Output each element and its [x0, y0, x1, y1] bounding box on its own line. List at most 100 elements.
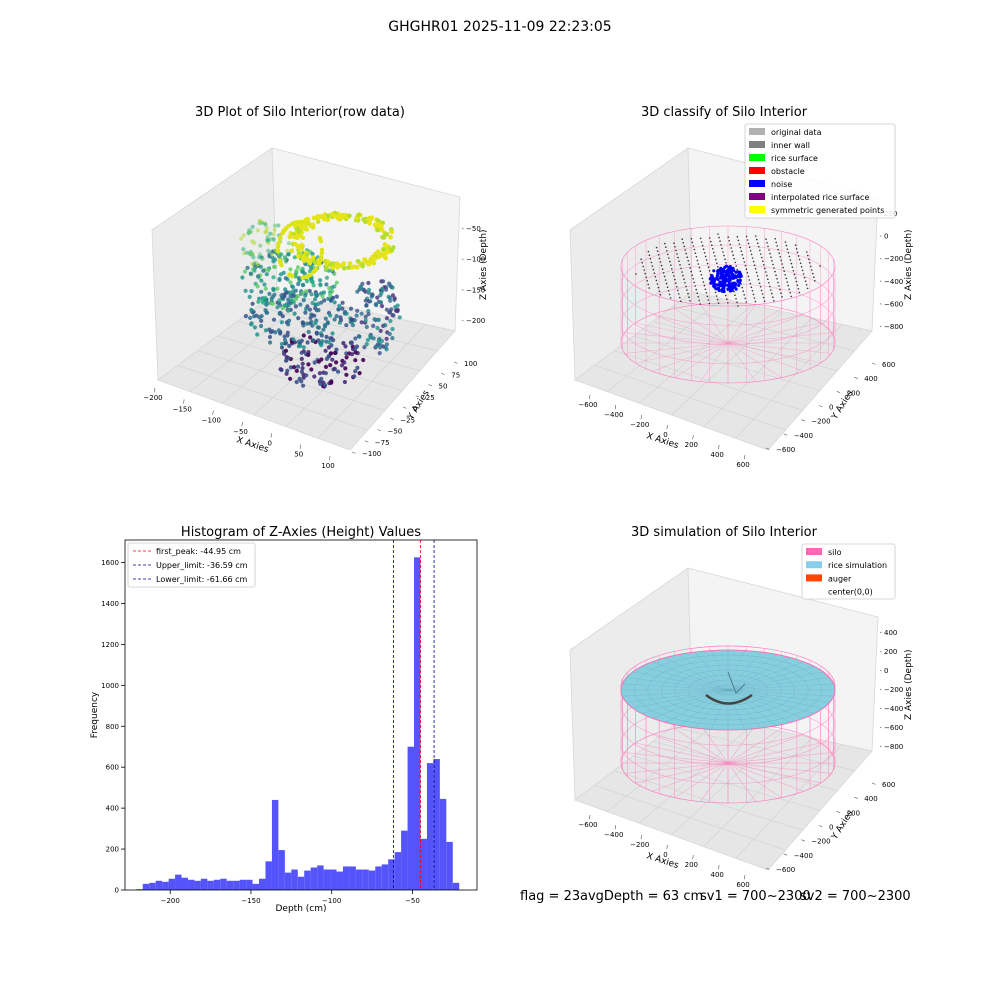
classify-silo-floor-spoke — [652, 342, 729, 372]
histogram-bar — [200, 878, 208, 890]
classify-grid-point — [793, 273, 796, 276]
classify-grid-point — [646, 280, 648, 282]
raw-z-tick-label: −150 — [466, 286, 485, 294]
raw-data-point — [300, 366, 305, 371]
classify-grid-point — [693, 248, 696, 251]
raw-data-point — [296, 344, 301, 349]
classify-grid-point — [790, 262, 793, 265]
avg-depth-text: avgDepth = 63 cm — [580, 889, 704, 904]
classify-grid-point — [700, 274, 703, 276]
classify-grid-point — [740, 250, 743, 252]
rice-surface-spoke — [652, 661, 729, 691]
classify-grid-point — [774, 238, 776, 240]
raw-data-point — [364, 303, 369, 308]
classify-grid-point — [697, 296, 699, 298]
raw-data-point — [284, 355, 289, 360]
raw-surface-point — [362, 257, 367, 262]
classify-grid-point — [699, 303, 701, 305]
raw-data-point — [325, 320, 330, 325]
histogram-bar — [394, 852, 402, 890]
raw-surface-point — [385, 249, 391, 255]
classify-grid-point — [764, 267, 766, 270]
classify-grid-point — [705, 259, 708, 261]
raw-data-point — [246, 231, 251, 236]
classify-grid-point — [765, 238, 767, 240]
classify-grid-point — [775, 274, 777, 277]
classify-grid-point — [667, 290, 670, 292]
raw-data-point — [311, 283, 316, 288]
classify-grid-point — [697, 263, 700, 265]
classify-noise-point — [710, 274, 714, 278]
raw-data-point — [273, 264, 278, 269]
classify-x-tick-mark — [640, 414, 642, 420]
raw-data-point — [388, 309, 393, 314]
raw-data-point — [379, 290, 384, 295]
classify-silo-floor-spoke — [727, 342, 804, 372]
raw-data-point — [263, 328, 269, 333]
raw-data-point — [270, 329, 275, 334]
raw-x-tick-label: −50 — [233, 428, 248, 436]
simulation-x-ticks: −600 −400 −200 0 200 400 600 — [578, 814, 750, 889]
raw-data-point — [241, 247, 246, 252]
raw-data-point — [295, 293, 300, 299]
raw-data-point — [305, 340, 310, 345]
classify-legend-swatch — [749, 154, 765, 161]
classify-silo-floor-spoke — [700, 342, 729, 382]
raw-surface-point — [295, 243, 301, 249]
raw-x-tick-mark — [270, 433, 272, 438]
classify-grid-point — [788, 288, 790, 291]
raw-data-point — [313, 297, 318, 302]
raw-data-point — [277, 298, 282, 303]
classify-grid-point — [757, 242, 759, 244]
classify-grid-point — [670, 264, 672, 267]
raw-surface-point — [319, 214, 325, 219]
raw-data-point — [357, 334, 362, 339]
classify-grid-point — [768, 249, 770, 251]
raw-data-point — [243, 269, 248, 274]
raw-data-point — [309, 279, 314, 284]
classify-grid-point — [800, 266, 803, 268]
raw-data-point — [334, 294, 339, 299]
raw-data-point — [371, 323, 376, 328]
simulation-z-tick-mark — [879, 745, 882, 748]
histogram-y-tick-label: 400 — [106, 805, 119, 813]
classify-y-tick-mark — [836, 391, 841, 394]
raw-data-point — [300, 282, 305, 288]
raw-data-point — [344, 323, 349, 328]
classify-grid-point — [749, 250, 752, 252]
raw-x-tick-mark — [212, 410, 214, 415]
classify-noise-point — [713, 277, 717, 281]
classify-grid-point — [663, 275, 666, 278]
classify-grid-point — [737, 239, 740, 242]
raw-data-point — [384, 342, 389, 347]
raw-surface-point — [313, 260, 318, 266]
histogram-legend-label: Upper_limit: -36.59 cm — [156, 561, 248, 570]
classify-grid-point — [763, 300, 766, 303]
classify-grid-point — [714, 291, 717, 294]
classify-y-tick-label: −200 — [811, 418, 830, 426]
simulation-z-tick-mark — [879, 650, 882, 653]
classify-grid-point — [750, 253, 753, 256]
classify-silo-floor-spoke — [674, 342, 729, 378]
classify-grid-point — [734, 294, 736, 297]
classify-grid-point — [688, 296, 690, 299]
histogram-bar — [336, 871, 343, 890]
raw-data-point — [310, 251, 315, 256]
raw-surface-point — [287, 272, 292, 277]
simulation-x-tick-mark — [718, 864, 720, 870]
raw-data-point — [264, 272, 269, 277]
raw-data-point — [392, 296, 397, 301]
simulation-z-tick-label: −200 — [884, 686, 903, 694]
raw-data-point — [383, 345, 388, 350]
histogram-bars — [136, 557, 460, 890]
raw-surface-point — [354, 265, 360, 270]
raw-surface-point — [313, 267, 318, 273]
classify-grid-point — [674, 278, 676, 281]
raw-data-point — [388, 318, 393, 324]
flag-text: flag = 23 — [520, 889, 581, 904]
classify-grid-point — [662, 272, 665, 274]
classify-grid-point — [656, 283, 659, 285]
raw-data-point — [353, 369, 358, 374]
classify-grid-point — [805, 284, 808, 286]
histogram-bar — [317, 865, 324, 890]
